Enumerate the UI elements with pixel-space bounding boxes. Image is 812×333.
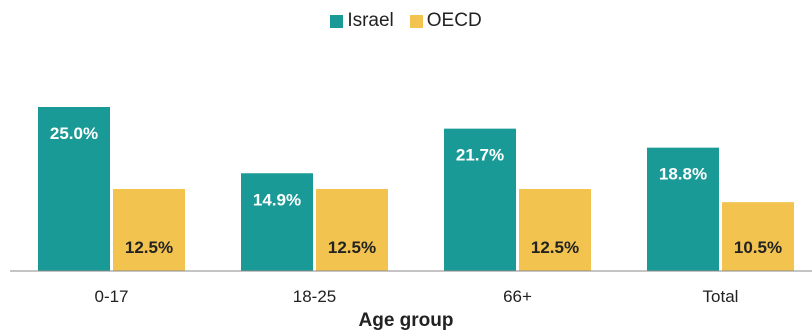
- data-label-israel-18-25: 14.9%: [253, 190, 301, 209]
- data-label-israel-0-17: 25.0%: [50, 124, 98, 143]
- bar-oecd-66+: [519, 189, 591, 271]
- chart-legend: Israel OECD: [0, 10, 812, 32]
- legend-swatch-israel: [330, 14, 344, 28]
- legend-label-israel: Israel: [347, 10, 394, 31]
- data-label-israel-Total: 18.8%: [659, 165, 707, 184]
- x-tick-label: 0-17: [94, 287, 128, 306]
- bar-israel-66+: [444, 128, 516, 271]
- legend-label-oecd: OECD: [426, 10, 482, 31]
- bar-oecd-0-17: [113, 189, 185, 271]
- legend-item-israel: Israel: [330, 10, 394, 32]
- data-label-oecd-18-25: 12.5%: [328, 238, 376, 257]
- data-label-oecd-Total: 10.5%: [734, 238, 782, 257]
- legend-item-oecd: OECD: [409, 10, 482, 32]
- data-label-oecd-66+: 12.5%: [531, 238, 579, 257]
- bar-israel-0-17: [38, 107, 110, 271]
- bar-oecd-Total: [722, 202, 794, 271]
- bar-israel-18-25: [241, 173, 313, 271]
- data-label-oecd-0-17: 12.5%: [125, 238, 173, 257]
- x-tick-label: Total: [703, 287, 739, 306]
- x-tick-label: 66+: [503, 287, 532, 306]
- bar-israel-Total: [647, 147, 719, 271]
- bar-oecd-18-25: [316, 189, 388, 271]
- x-tick-label: 18-25: [293, 287, 336, 306]
- legend-swatch-oecd: [409, 14, 423, 28]
- x-axis-title: Age group: [358, 310, 454, 331]
- data-label-israel-66+: 21.7%: [456, 146, 504, 165]
